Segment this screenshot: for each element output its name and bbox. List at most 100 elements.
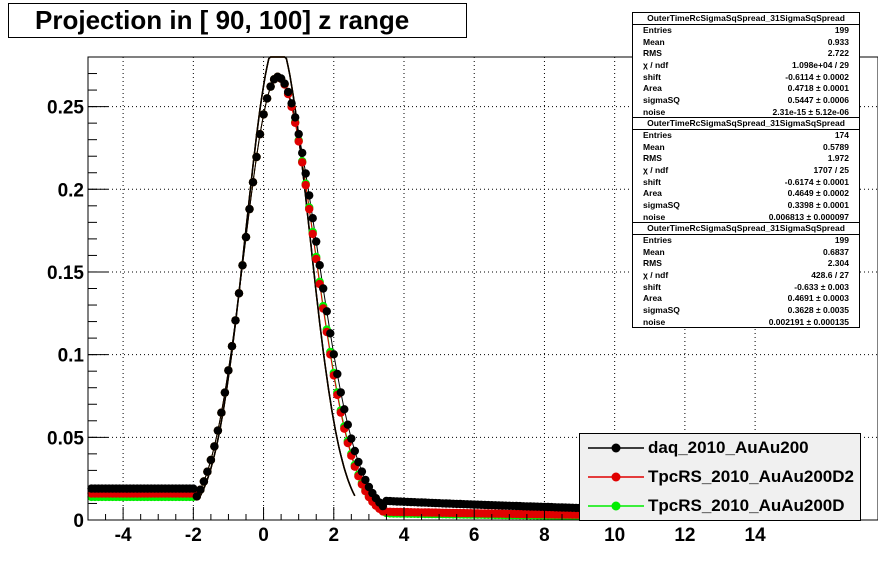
data-point — [252, 152, 261, 162]
axes: -4 -2 0 2 4 6 8 10 12 14 0 0.05 0.1 0.15 0.2 0.25 — [47, 73, 878, 546]
stats-value: 2.722 — [827, 48, 849, 59]
data-point — [322, 307, 331, 316]
data-point — [361, 475, 370, 485]
stats-key: shift — [643, 281, 661, 292]
stats-row: RMS 1.972 — [633, 153, 859, 165]
data-point — [329, 350, 338, 359]
data-point — [312, 254, 321, 264]
stats-key: sigmaSQ — [643, 200, 680, 211]
data-point — [241, 232, 251, 242]
stats-key: Area — [643, 188, 662, 199]
fit-curve — [199, 56, 356, 497]
x-tick-label: 8 — [539, 525, 550, 546]
stats-key: Mean — [643, 246, 665, 257]
stats-title: OuterTimeRcSigmaSqSpread_31SigmaSqSpread — [633, 118, 859, 130]
data-point — [315, 261, 324, 270]
data-point — [298, 158, 307, 167]
data-point — [357, 467, 367, 476]
data-point — [305, 191, 314, 200]
stats-row: shift -0.633 ± 0.003 — [633, 282, 859, 294]
stats-key: shift — [643, 176, 661, 187]
stats-value: 0.3628 ± 0.0035 — [787, 305, 849, 316]
x-tick-label: -2 — [185, 525, 202, 546]
stats-value: 1.972 — [827, 153, 849, 164]
stats-key: Mean — [643, 141, 665, 152]
stats-rows: Entries 199 Mean 0.6837 RMS 2.304 χ / ndf 428.6… — [633, 235, 859, 329]
y-tick-label: 0 — [73, 511, 84, 532]
data-point — [333, 369, 342, 379]
data-point — [343, 420, 352, 429]
stats-title: OuterTimeRcSigmaSqSpread_31SigmaSqSpread — [633, 223, 859, 235]
data-point — [354, 457, 363, 467]
stats-row: Area 0.4691 ± 0.0003 — [633, 293, 859, 305]
stats-value: 2.304 — [827, 258, 849, 269]
stats-value: 2.31e-15 ± 5.12e-06 — [772, 106, 850, 117]
data-point — [294, 137, 303, 146]
data-point — [213, 426, 223, 435]
stats-value: 0.6837 — [823, 246, 849, 257]
data-point — [301, 169, 310, 178]
stats-value: 428.6 / 27 — [811, 270, 849, 281]
stats-value: 0.006813 ± 0.000097 — [768, 211, 849, 222]
data-point — [231, 316, 240, 325]
stats-row: Mean 0.5789 — [633, 142, 859, 154]
data-point — [210, 442, 219, 451]
legend-marker-icon — [588, 443, 644, 453]
stats-row: shift -0.6114 ± 0.0002 — [633, 72, 859, 84]
data-point — [206, 455, 216, 465]
data-point — [199, 477, 209, 486]
data-points — [87, 72, 591, 521]
stats-key: Entries — [643, 130, 672, 140]
stats-key: noise — [643, 211, 666, 222]
stats-rows: Entries 174 Mean 0.5789 RMS 1.972 χ / ndf 1707 … — [633, 130, 859, 224]
stats-row: χ / ndf 1.098e+04 / 29 — [633, 60, 859, 72]
stats-value: -0.6174 ± 0.0001 — [784, 176, 849, 187]
data-point — [350, 446, 359, 456]
stats-value: 174 — [834, 130, 849, 140]
stats-value: 199 — [834, 235, 849, 245]
legend: daq_2010_AuAu200 TpcRS_2010_AuAu200D2 Tp… — [579, 433, 861, 521]
stats-key: RMS — [643, 153, 662, 164]
stats-key: RMS — [643, 258, 662, 269]
x-tick-label: 2 — [328, 525, 339, 546]
stats-value: 0.5789 — [823, 141, 849, 152]
stats-value: -0.633 ± 0.003 — [794, 281, 849, 292]
stats-key: Mean — [643, 36, 665, 47]
stats-row: RMS 2.304 — [633, 258, 859, 270]
stats-row: Entries 199 — [633, 235, 859, 247]
data-point — [280, 79, 289, 88]
data-point — [340, 405, 349, 414]
stats-key: RMS — [643, 48, 662, 59]
stats-row: Entries 174 — [633, 130, 859, 142]
stats-row: noise 2.31e-15 ± 5.12e-06 — [633, 107, 859, 119]
data-point — [287, 99, 296, 108]
chart-title-text: Projection in [ 90, 100] z range — [35, 5, 410, 35]
data-point — [255, 130, 265, 139]
stats-row: sigmaSQ 0.3398 ± 0.0001 — [633, 200, 859, 212]
data-point — [326, 329, 335, 338]
stats-key: sigmaSQ — [643, 305, 680, 316]
stats-value: 199 — [834, 25, 849, 35]
stats-key: noise — [643, 106, 666, 117]
legend-entry-daq: daq_2010_AuAu200 — [580, 434, 860, 462]
x-tick-label: 14 — [745, 525, 767, 546]
stats-value: 0.933 — [827, 36, 849, 47]
stats-row: sigmaSQ 0.3628 ± 0.0035 — [633, 305, 859, 317]
data-point — [196, 485, 205, 494]
stats-row: χ / ndf 428.6 / 27 — [633, 270, 859, 282]
data-point — [217, 408, 226, 417]
chart-title: Projection in [ 90, 100] z range — [8, 3, 467, 38]
data-point — [364, 482, 374, 492]
legend-label: TpcRS_2010_AuAu200D2 — [648, 467, 854, 486]
data-point — [238, 261, 247, 270]
legend-entry-tpcrs-d: TpcRS_2010_AuAu200D — [580, 492, 860, 520]
y-tick-label: 0.2 — [58, 180, 84, 201]
data-point — [227, 342, 237, 351]
stats-row: Mean 0.6837 — [633, 247, 859, 259]
stats-row: Mean 0.933 — [633, 37, 859, 49]
y-tick-label: 0.05 — [47, 428, 84, 449]
data-point — [192, 492, 201, 501]
stats-value: -0.6114 ± 0.0002 — [785, 71, 849, 82]
fit-curve — [199, 56, 356, 497]
legend-entry-tpcrs-d2: TpcRS_2010_AuAu200D2 — [580, 463, 860, 491]
